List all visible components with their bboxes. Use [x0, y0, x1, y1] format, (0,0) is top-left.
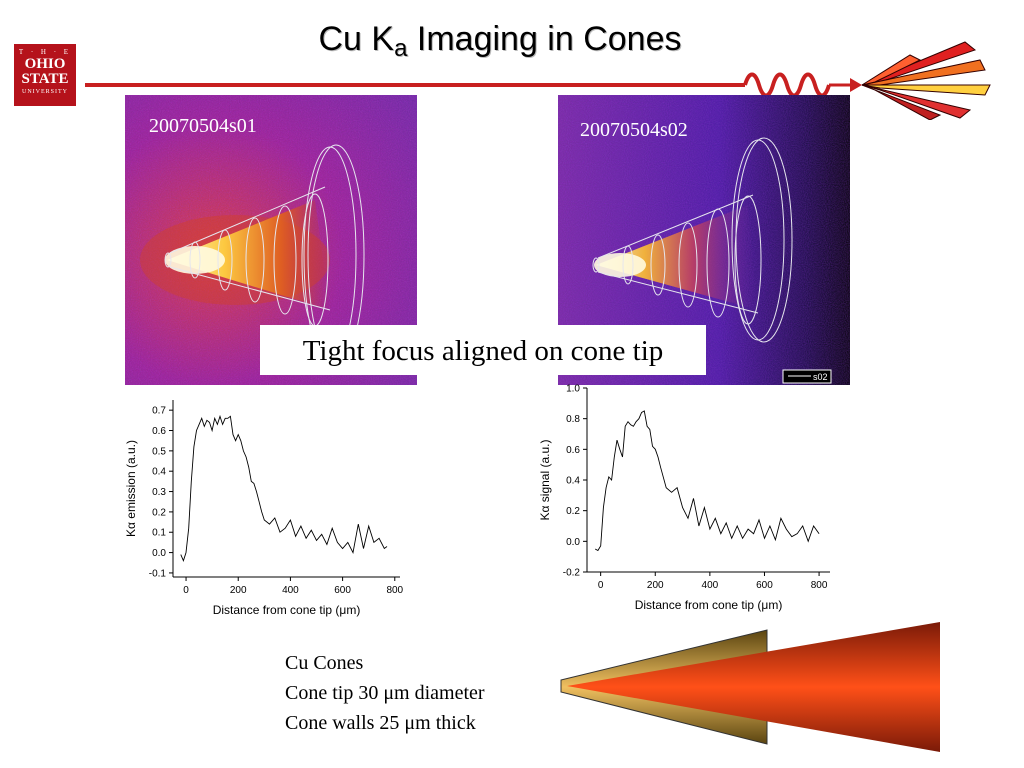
- y-tick-label: 0.7: [152, 406, 166, 417]
- x-tick-label: 200: [230, 585, 247, 596]
- y-tick-label: 0.4: [566, 476, 580, 487]
- x-axis-label: Distance from cone tip (μm): [635, 598, 783, 612]
- x-tick-label: 800: [386, 585, 403, 596]
- y-axis-label: Kα signal (a.u.): [538, 440, 552, 521]
- x-tick-label: 200: [647, 580, 664, 591]
- coil-spring: [745, 75, 829, 96]
- y-tick-label: 0.0: [566, 537, 580, 548]
- starburst-icon: [862, 42, 990, 120]
- logo-line1: T · H · E: [14, 48, 76, 56]
- university-logo: T · H · E OHIO STATE UNIVERSITY: [14, 44, 76, 106]
- y-tick-label: 0.1: [152, 528, 166, 539]
- cone-note-material: Cu Cones: [285, 648, 485, 678]
- y-tick-label: -0.2: [563, 568, 581, 579]
- y-tick-label: 0.2: [152, 507, 166, 518]
- logo-line3: UNIVERSITY: [14, 89, 76, 95]
- x-tick-label: 400: [282, 585, 299, 596]
- cone-note-walls: Cone walls 25 μm thick: [285, 708, 485, 738]
- y-tick-label: 0.5: [152, 446, 166, 457]
- y-axis-label: Kα emission (a.u.): [124, 440, 138, 537]
- cone-note-tip: Cone tip 30 μm diameter: [285, 678, 485, 708]
- y-tick-label: 0.0: [152, 548, 166, 559]
- cone-notes: Cu Cones Cone tip 30 μm diameter Cone wa…: [285, 648, 485, 738]
- y-tick-label: 0.2: [566, 506, 580, 517]
- x-tick-label: 0: [598, 580, 604, 591]
- x-tick-label: 600: [334, 585, 351, 596]
- y-tick-label: -0.1: [149, 568, 167, 579]
- x-tick-label: 600: [756, 580, 773, 591]
- y-tick-label: 0.6: [566, 445, 580, 456]
- caption-box: Tight focus aligned on cone tip: [260, 325, 706, 375]
- x-tick-label: 800: [811, 580, 828, 591]
- x-tick-label: 400: [702, 580, 719, 591]
- image-label: 20070504s02: [580, 119, 688, 142]
- x-axis-label: Distance from cone tip (μm): [213, 603, 361, 617]
- y-tick-label: 1.0: [566, 384, 580, 395]
- arrow-head-icon: [850, 78, 862, 92]
- cone-illustration: [555, 620, 945, 755]
- image-label: 20070504s01: [149, 115, 257, 138]
- y-tick-label: 0.3: [152, 487, 166, 498]
- data-line: [595, 411, 819, 551]
- emission-chart: -0.1 0.0 0.1 0.2 0.3 0.4 0.5 0.6 0.7 0 200 400 600 80…: [110, 390, 410, 625]
- y-tick-label: 0.4: [152, 467, 166, 478]
- data-line: [181, 416, 387, 560]
- signal-chart: -0.2 0.0 0.2 0.4 0.6 0.8 1.0 0 200 400 600 800 Dista…: [525, 380, 840, 615]
- x-tick-label: 0: [183, 585, 189, 596]
- logo-line2: OHIO STATE: [14, 57, 76, 87]
- y-tick-label: 0.6: [152, 426, 166, 437]
- y-tick-label: 0.8: [566, 414, 580, 425]
